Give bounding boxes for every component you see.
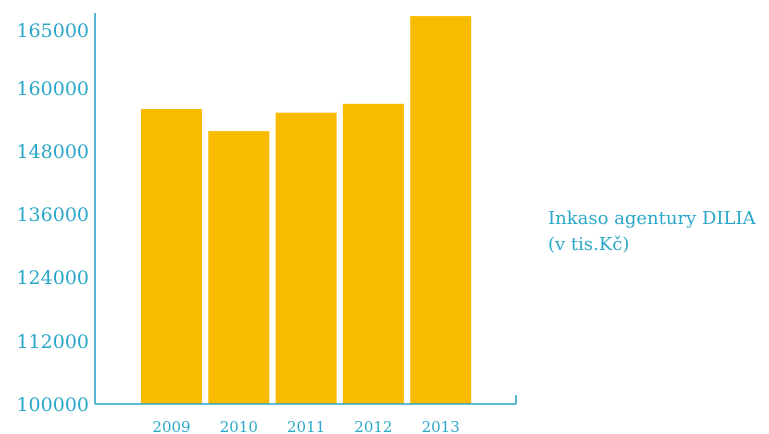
y-tick-label: 100000 [16,394,89,416]
y-tick-label: 160000 [16,78,89,100]
x-tick-label: 2009 [152,418,190,434]
bars [141,16,472,405]
y-tick-label: 165000 [16,20,89,42]
y-tick-label: 112000 [16,331,89,353]
legend-line-2: (v tis.Kč) [548,234,630,255]
bar-2011 [275,112,337,404]
x-tick-label: 2012 [354,418,392,434]
y-axis-ticks: 100000 112000 124000 136000 148000 160000 1650… [16,20,89,416]
bar-2010 [208,131,270,404]
legend-line-1: Inkaso agentury DILIA [548,208,756,229]
x-tick-label: 2013 [422,418,460,434]
y-tick-label: 148000 [16,141,89,163]
bar-2009 [141,109,202,404]
y-tick-label: 136000 [16,204,89,226]
x-tick-label: 2011 [287,418,325,434]
bar-2013 [410,16,472,404]
legend: Inkaso agentury DILIA (v tis.Kč) [548,206,756,258]
x-tick-label: 2010 [220,418,258,434]
x-axis-ticks: 2009 2010 2011 2012 2013 [152,418,459,434]
y-tick-label: 124000 [16,267,89,289]
bar-2012 [342,103,404,405]
